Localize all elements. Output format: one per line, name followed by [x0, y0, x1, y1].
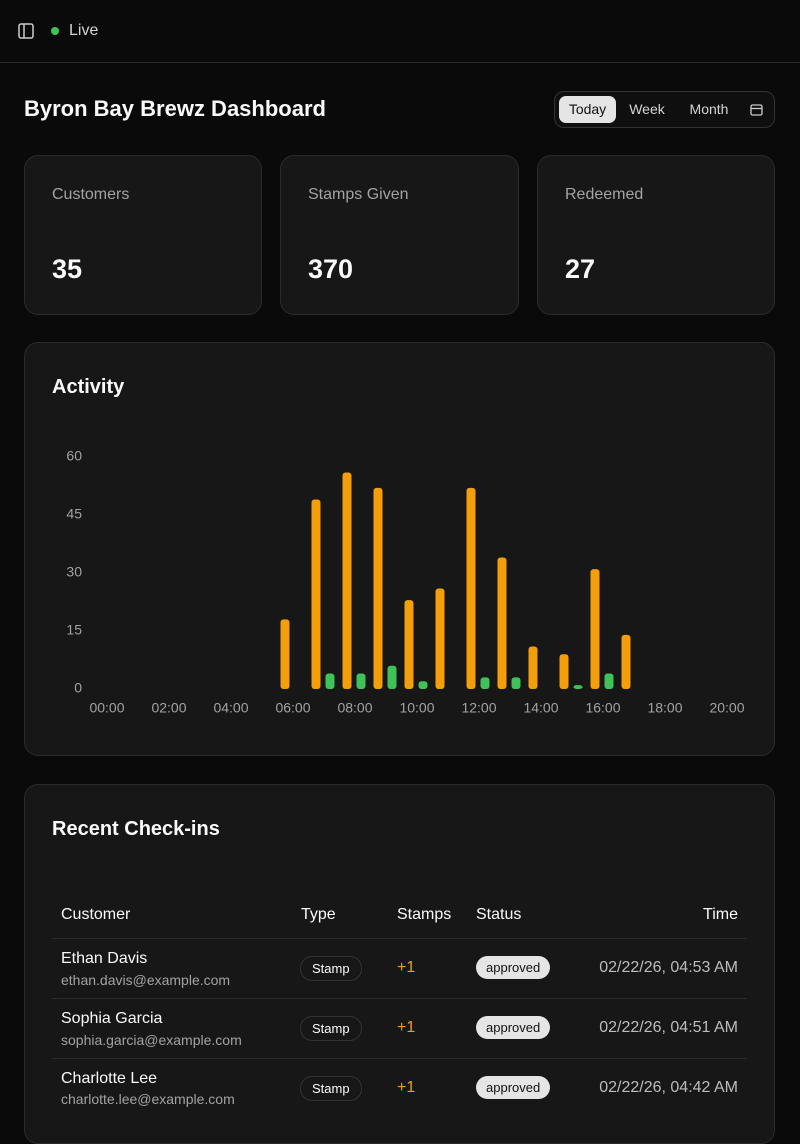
time: 02/22/26, 04:51 AM: [599, 1019, 738, 1036]
column-header: Status: [476, 906, 522, 923]
x-tick-label: 16:00: [585, 700, 620, 716]
bar: [373, 487, 383, 689]
activity-card: Activity: [24, 342, 775, 756]
calendar-button[interactable]: [750, 103, 763, 116]
row-divider: [52, 938, 747, 939]
type-badge: Stamp: [300, 1016, 362, 1041]
status-badge: approved: [476, 1016, 551, 1039]
stat-card: Customers 35: [24, 155, 262, 315]
status-badge: approved: [476, 956, 551, 979]
range-option[interactable]: Week: [629, 101, 665, 117]
column-header: Customer: [61, 906, 131, 923]
y-tick-label: 45: [66, 506, 82, 522]
bar: [435, 588, 445, 689]
top-bar: Live: [0, 0, 800, 63]
bar: [497, 557, 507, 689]
type-badge: Stamp: [300, 1076, 362, 1101]
time: 02/22/26, 04:42 AM: [599, 1079, 738, 1096]
x-tick-label: 18:00: [647, 700, 682, 716]
stat-value: 27: [565, 254, 596, 284]
row-divider: [52, 998, 747, 999]
x-tick-label: 12:00: [461, 700, 496, 716]
row-divider: [52, 1058, 747, 1059]
x-tick-label: 20:00: [709, 700, 744, 716]
bar: [311, 499, 321, 689]
x-tick-label: 10:00: [399, 700, 434, 716]
bar: [480, 677, 490, 689]
stat-label: Redeemed: [565, 186, 644, 203]
x-tick-label: 00:00: [89, 700, 124, 716]
time: 02/22/26, 04:53 AM: [599, 959, 738, 976]
column-header: Time: [703, 906, 738, 923]
bar: [621, 634, 631, 689]
bar: [418, 681, 428, 689]
x-tick-label: 14:00: [523, 700, 558, 716]
bar: [280, 619, 290, 689]
type-badge: Stamp: [300, 956, 362, 981]
stat-value: 370: [308, 254, 354, 284]
stat-label: Stamps Given: [308, 186, 409, 203]
sidebar-toggle[interactable]: [18, 23, 34, 39]
stat-value: 35: [52, 254, 83, 284]
bar: [404, 600, 414, 689]
activity-chart: 0 15 30 45 60 00:00 02:00 04:00 06:00 08:00 10:00 1…: [66, 448, 744, 716]
status-badge: approved: [476, 1076, 551, 1099]
bar: [511, 677, 521, 689]
section-title: Recent Check-ins: [52, 818, 220, 840]
customer-email: sophia.garcia@example.com: [61, 1032, 242, 1048]
stat-label: Customers: [52, 186, 130, 203]
customer-name: Sophia Garcia: [61, 1010, 163, 1027]
x-tick-label: 02:00: [151, 700, 186, 716]
stat-card: Redeemed 27: [537, 155, 775, 315]
chart-title: Activity: [52, 376, 125, 398]
bar: [528, 646, 538, 689]
bar: [325, 673, 335, 689]
stamps: +1: [397, 959, 416, 976]
bar: [466, 487, 476, 689]
customer-email: ethan.davis@example.com: [61, 972, 231, 988]
range-selector: Today Week Month: [554, 91, 775, 128]
x-tick-label: 06:00: [275, 700, 310, 716]
range-option[interactable]: Today: [559, 96, 616, 123]
x-tick-label: 08:00: [337, 700, 372, 716]
bar: [604, 673, 614, 689]
stamps: +1: [397, 1079, 416, 1096]
stat-card: Stamps Given 370: [280, 155, 519, 315]
x-tick-label: 04:00: [213, 700, 248, 716]
bar: [342, 472, 352, 689]
checkins-card: Recent Check-ins: [24, 784, 775, 1144]
live-dot: [51, 27, 59, 35]
bar: [590, 569, 600, 689]
bar: [573, 685, 583, 689]
dashboard-title: Byron Bay Brewz Dashboard: [24, 96, 326, 121]
customer-email: charlotte.lee@example.com: [61, 1091, 235, 1107]
y-tick-label: 30: [66, 564, 82, 580]
bar: [559, 654, 569, 689]
live-status: Live: [69, 22, 99, 39]
stamps: +1: [397, 1019, 416, 1036]
y-tick-label: 0: [74, 680, 82, 696]
customer-name: Charlotte Lee: [61, 1070, 158, 1087]
column-header: Stamps: [397, 906, 452, 923]
bar: [387, 665, 397, 689]
y-tick-label: 15: [66, 622, 82, 638]
column-header: Type: [301, 906, 336, 923]
bar: [356, 673, 366, 689]
range-option[interactable]: Month: [689, 101, 729, 117]
y-tick-label: 60: [66, 448, 82, 464]
customer-name: Ethan Davis: [61, 950, 148, 967]
